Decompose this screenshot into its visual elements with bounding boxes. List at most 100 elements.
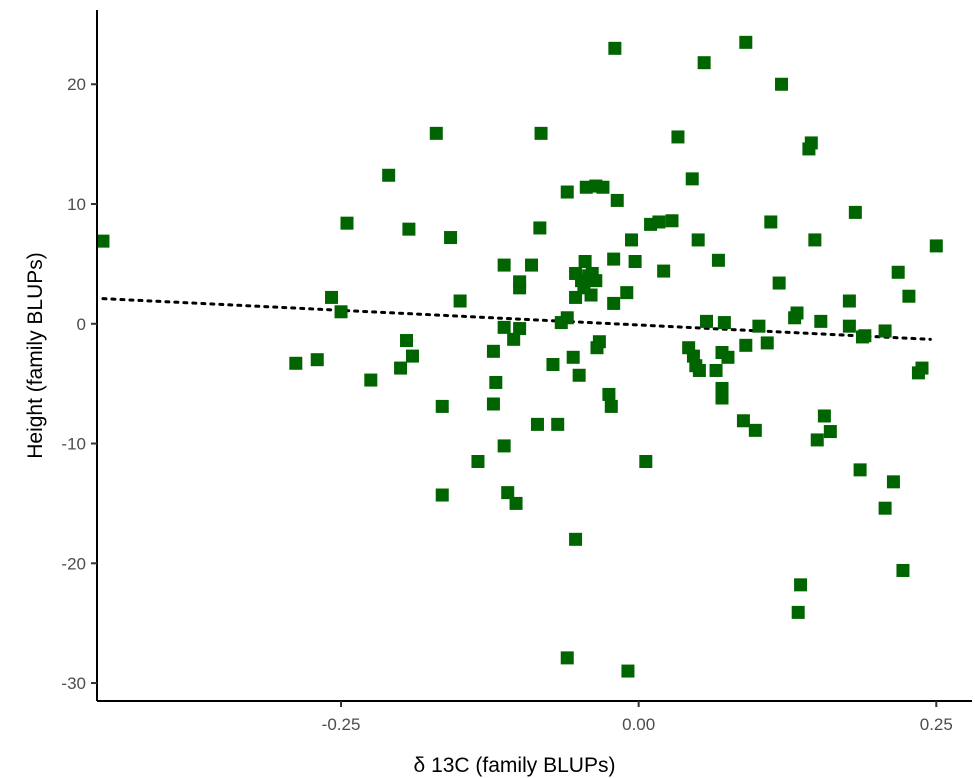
data-point-106: [817, 409, 831, 423]
data-point-61: [608, 41, 622, 55]
data-point-30: [525, 258, 539, 272]
data-point-18: [486, 344, 500, 358]
data-point-7: [382, 168, 396, 182]
data-point-40: [566, 350, 580, 364]
data-point-62: [610, 193, 624, 207]
data-point-31: [530, 417, 544, 431]
data-point-94: [764, 215, 778, 229]
data-point-67: [639, 454, 653, 468]
plot-area: [96, 35, 943, 678]
data-point-8: [394, 361, 408, 375]
data-point-14: [435, 488, 449, 502]
data-point-103: [808, 233, 822, 247]
data-point-72: [671, 130, 685, 144]
data-point-119: [902, 289, 916, 303]
data-point-58: [604, 399, 618, 413]
data-point-21: [497, 258, 511, 272]
data-point-39: [560, 651, 574, 665]
data-point-95: [772, 276, 786, 290]
data-point-11: [405, 349, 419, 363]
data-point-37: [560, 185, 574, 199]
y-tick-label: -30: [61, 674, 86, 693]
data-point-113: [858, 329, 872, 343]
data-point-88: [736, 414, 750, 428]
data-point-89: [739, 35, 753, 49]
data-point-74: [685, 172, 699, 186]
data-point-22: [497, 320, 511, 334]
y-tick-label: 20: [67, 75, 86, 94]
data-point-33: [534, 126, 548, 140]
y-axis-title: Height (family BLUPs): [24, 252, 47, 459]
data-point-20: [489, 375, 503, 389]
data-point-57: [602, 387, 616, 401]
data-point-110: [848, 205, 862, 219]
data-point-5: [340, 216, 354, 230]
x-tick-label: 0.25: [920, 715, 953, 734]
data-point-13: [435, 399, 449, 413]
data-point-3: [325, 290, 339, 304]
data-point-50: [584, 288, 598, 302]
data-point-65: [625, 233, 639, 247]
data-point-104: [810, 433, 824, 447]
data-point-59: [607, 252, 621, 266]
data-point-55: [592, 335, 606, 349]
x-axis-ticks: -0.25 0.00 0.25: [322, 701, 953, 734]
data-point-4: [334, 305, 348, 319]
data-point-16: [453, 294, 467, 308]
y-tick-label: -10: [61, 435, 86, 454]
y-axis-ticks: -30 -20 -10 0 10 20: [61, 75, 97, 693]
data-point-9: [400, 334, 414, 348]
x-tick-label: 0.00: [622, 715, 655, 734]
data-point-91: [748, 423, 762, 437]
x-axis-title: δ 13C (family BLUPs): [414, 754, 616, 777]
data-point-32: [533, 221, 547, 235]
data-point-26: [509, 496, 523, 510]
data-point-66: [628, 254, 642, 268]
data-point-122: [929, 239, 943, 253]
data-point-99: [791, 605, 805, 619]
data-point-81: [709, 363, 723, 377]
data-point-43: [569, 532, 583, 546]
data-point-1: [289, 356, 303, 370]
data-point-29: [513, 322, 527, 336]
y-tick-label: 0: [77, 315, 86, 334]
data-point-44: [572, 368, 586, 382]
data-point-17: [471, 454, 485, 468]
data-points: [96, 35, 943, 678]
data-point-118: [896, 563, 910, 577]
data-point-86: [717, 316, 731, 330]
data-point-90: [739, 338, 753, 352]
data-point-38: [560, 311, 574, 325]
data-point-77: [691, 233, 705, 247]
data-point-79: [697, 56, 711, 70]
data-point-2: [310, 353, 324, 367]
data-point-24: [501, 486, 515, 500]
data-point-78: [692, 363, 706, 377]
data-point-56: [596, 180, 610, 194]
data-point-71: [665, 214, 679, 228]
y-tick-label: -20: [61, 554, 86, 573]
data-point-12: [429, 126, 443, 140]
data-point-15: [444, 231, 458, 245]
data-point-115: [878, 501, 892, 515]
data-point-117: [891, 265, 905, 279]
data-point-98: [790, 306, 804, 320]
data-point-23: [497, 439, 511, 453]
data-point-64: [621, 664, 635, 678]
data-point-102: [804, 136, 818, 150]
data-point-28: [513, 275, 527, 289]
data-point-87: [721, 350, 735, 364]
data-point-109: [842, 294, 856, 308]
data-point-100: [794, 578, 808, 592]
data-point-25: [507, 332, 521, 346]
x-tick-label: -0.25: [322, 715, 361, 734]
y-tick-label: 10: [67, 195, 86, 214]
data-point-121: [915, 361, 929, 375]
data-point-63: [620, 286, 634, 300]
data-point-107: [823, 425, 837, 439]
data-point-47: [578, 254, 592, 268]
data-point-35: [551, 417, 565, 431]
data-point-114: [878, 324, 892, 338]
data-point-96: [775, 77, 789, 91]
